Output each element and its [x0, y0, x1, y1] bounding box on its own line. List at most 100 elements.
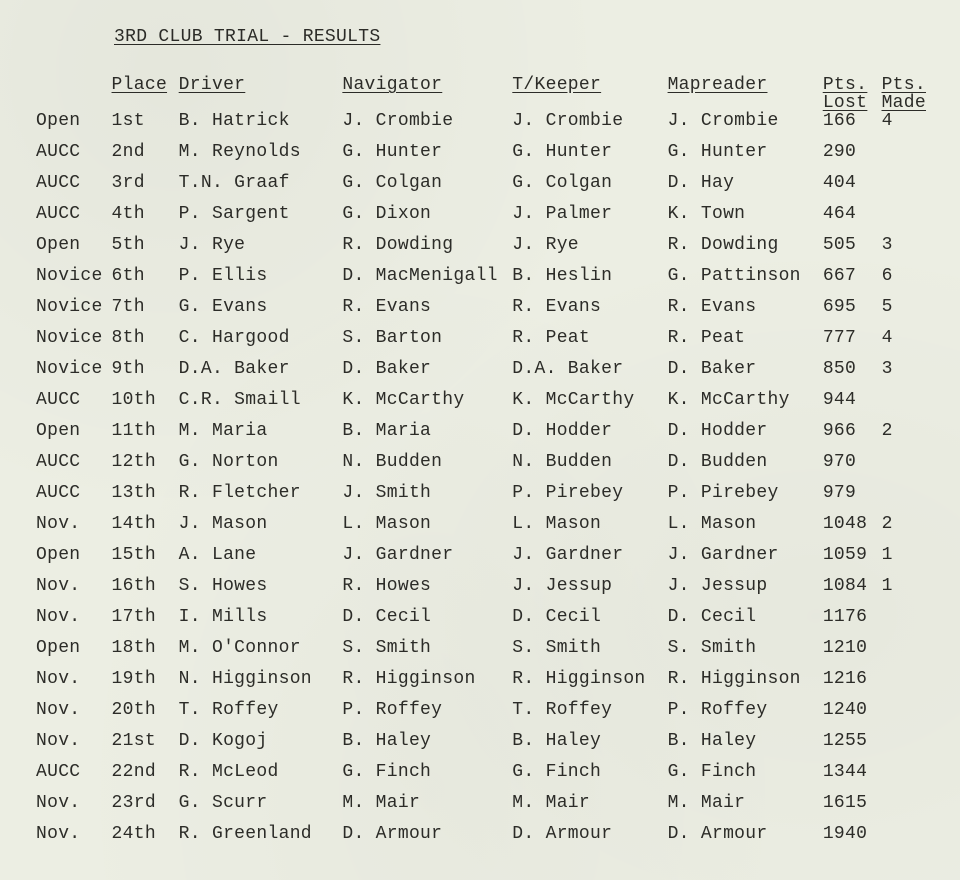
cell-tkeeper: J. Crombie — [512, 112, 667, 143]
cell-place: 10th — [112, 391, 179, 422]
cell-pts-made: 6 — [882, 267, 932, 298]
cell-category: AUCC — [36, 143, 112, 174]
cell-mapreader: D. Armour — [668, 825, 823, 856]
cell-tkeeper: D.A. Baker — [512, 360, 667, 391]
cell-navigator: G. Hunter — [342, 143, 512, 174]
cell-category: AUCC — [36, 391, 112, 422]
cell-mapreader: K. McCarthy — [668, 391, 823, 422]
cell-tkeeper: R. Higginson — [512, 670, 667, 701]
cell-category: Nov. — [36, 732, 112, 763]
cell-navigator: R. Howes — [342, 577, 512, 608]
cell-driver: T. Roffey — [179, 701, 343, 732]
cell-mapreader: D. Hay — [668, 174, 823, 205]
cell-tkeeper: J. Rye — [512, 236, 667, 267]
cell-pts-made — [882, 143, 932, 174]
col-category — [36, 76, 112, 112]
cell-navigator: P. Roffey — [342, 701, 512, 732]
table-row: Nov.16thS. HowesR. HowesJ. JessupJ. Jess… — [36, 577, 932, 608]
cell-navigator: R. Higginson — [342, 670, 512, 701]
cell-mapreader: J. Jessup — [668, 577, 823, 608]
cell-driver: D.A. Baker — [179, 360, 343, 391]
cell-pts-made: 1 — [882, 546, 932, 577]
cell-tkeeper: D. Cecil — [512, 608, 667, 639]
cell-place: 6th — [112, 267, 179, 298]
cell-navigator: J. Smith — [342, 484, 512, 515]
cell-mapreader: G. Hunter — [668, 143, 823, 174]
cell-mapreader: R. Higginson — [668, 670, 823, 701]
table-row: AUCC2ndM. ReynoldsG. HunterG. HunterG. H… — [36, 143, 932, 174]
cell-pts-lost: 166 — [823, 112, 882, 143]
cell-pts-lost: 1048 — [823, 515, 882, 546]
cell-place: 17th — [112, 608, 179, 639]
cell-place: 22nd — [112, 763, 179, 794]
cell-category: AUCC — [36, 205, 112, 236]
table-row: AUCC22ndR. McLeodG. FinchG. FinchG. Finc… — [36, 763, 932, 794]
cell-place: 9th — [112, 360, 179, 391]
cell-category: AUCC — [36, 453, 112, 484]
cell-mapreader: M. Mair — [668, 794, 823, 825]
cell-category: Nov. — [36, 515, 112, 546]
table-row: Novice8thC. HargoodS. BartonR. PeatR. Pe… — [36, 329, 932, 360]
cell-driver: R. Fletcher — [179, 484, 343, 515]
cell-pts-made: 2 — [882, 515, 932, 546]
cell-place: 15th — [112, 546, 179, 577]
cell-mapreader: L. Mason — [668, 515, 823, 546]
cell-pts-lost: 1176 — [823, 608, 882, 639]
cell-pts-made — [882, 763, 932, 794]
table-row: Nov.21stD. KogojB. HaleyB. HaleyB. Haley… — [36, 732, 932, 763]
cell-tkeeper: D. Armour — [512, 825, 667, 856]
cell-place: 12th — [112, 453, 179, 484]
table-row: AUCC13thR. FletcherJ. SmithP. PirebeyP. … — [36, 484, 932, 515]
cell-category: Novice — [36, 329, 112, 360]
cell-category: AUCC — [36, 763, 112, 794]
cell-pts-lost: 695 — [823, 298, 882, 329]
table-row: AUCC12thG. NortonN. BuddenN. BuddenD. Bu… — [36, 453, 932, 484]
cell-category: Open — [36, 236, 112, 267]
table-row: Open18thM. O'ConnorS. SmithS. SmithS. Sm… — [36, 639, 932, 670]
cell-pts-lost: 944 — [823, 391, 882, 422]
cell-navigator: D. Cecil — [342, 608, 512, 639]
cell-navigator: M. Mair — [342, 794, 512, 825]
cell-pts-lost: 850 — [823, 360, 882, 391]
cell-navigator: D. MacMenigall — [342, 267, 512, 298]
cell-place: 23rd — [112, 794, 179, 825]
table-row: Nov.23rdG. ScurrM. MairM. MairM. Mair161… — [36, 794, 932, 825]
cell-driver: N. Higginson — [179, 670, 343, 701]
table-row: Novice9thD.A. BakerD. BakerD.A. BakerD. … — [36, 360, 932, 391]
cell-pts-lost: 1255 — [823, 732, 882, 763]
cell-navigator: B. Haley — [342, 732, 512, 763]
table-row: Open5thJ. RyeR. DowdingJ. RyeR. Dowding5… — [36, 236, 932, 267]
col-navigator: Navigator — [342, 76, 512, 112]
cell-tkeeper: B. Heslin — [512, 267, 667, 298]
cell-category: Open — [36, 422, 112, 453]
cell-pts-made — [882, 670, 932, 701]
cell-mapreader: P. Pirebey — [668, 484, 823, 515]
cell-pts-lost: 966 — [823, 422, 882, 453]
table-row: Nov.19thN. HigginsonR. HigginsonR. Higgi… — [36, 670, 932, 701]
cell-pts-made: 3 — [882, 360, 932, 391]
cell-pts-lost: 1344 — [823, 763, 882, 794]
cell-driver: G. Norton — [179, 453, 343, 484]
cell-tkeeper: J. Palmer — [512, 205, 667, 236]
cell-mapreader: S. Smith — [668, 639, 823, 670]
col-pts-lost: Pts.Lost — [823, 76, 882, 112]
cell-navigator: D. Baker — [342, 360, 512, 391]
cell-pts-made — [882, 825, 932, 856]
cell-place: 24th — [112, 825, 179, 856]
cell-mapreader: J. Gardner — [668, 546, 823, 577]
cell-pts-made — [882, 794, 932, 825]
cell-mapreader: G. Finch — [668, 763, 823, 794]
cell-pts-made — [882, 701, 932, 732]
cell-mapreader: K. Town — [668, 205, 823, 236]
cell-mapreader: R. Peat — [668, 329, 823, 360]
cell-mapreader: P. Roffey — [668, 701, 823, 732]
cell-mapreader: G. Pattinson — [668, 267, 823, 298]
page-title: 3RD CLUB TRIAL - RESULTS — [114, 28, 932, 46]
cell-pts-made — [882, 174, 932, 205]
col-tkeeper: T/Keeper — [512, 76, 667, 112]
cell-driver: D. Kogoj — [179, 732, 343, 763]
cell-place: 3rd — [112, 174, 179, 205]
results-table: Place Driver Navigator T/Keeper Mapreade… — [36, 76, 932, 856]
cell-pts-lost: 979 — [823, 484, 882, 515]
cell-tkeeper: J. Jessup — [512, 577, 667, 608]
